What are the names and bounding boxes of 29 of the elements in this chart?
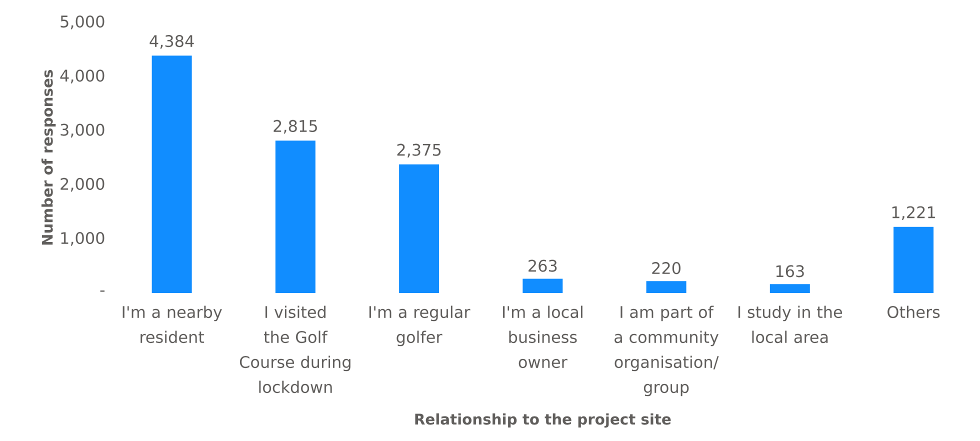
bar [894,226,934,293]
data-label: 220 [652,262,680,274]
x-tick-label: Others [888,306,940,318]
data-label: 263 [528,260,557,272]
y-axis-title: Number of responses [41,70,56,245]
data-label: 2,815 [274,120,317,134]
y-tick-label: 2,000 [60,178,104,192]
x-axis-title: Relationship to the project site [415,413,671,428]
data-label: 1,221 [892,206,935,220]
y-tick-label: 3,000 [60,124,104,138]
x-tick-label: I study in the local area [738,306,842,344]
data-label: 2,375 [397,144,441,158]
y-tick-label: 4,000 [60,70,104,84]
data-label: 4,384 [150,35,194,49]
bar [275,140,316,293]
y-tick-label: 1,000 [61,232,104,246]
bar [770,284,810,293]
y-tick-label: 5,000 [60,15,104,30]
data-label: 163 [776,265,804,278]
bar [399,164,440,293]
x-tick-label: I am part of a community organisation/ group [614,306,719,396]
bar [522,278,563,293]
bar [152,56,192,293]
x-tick-label: I'm a nearby resident [122,306,222,344]
x-tick-label: I'm a regular golfer [369,306,470,346]
x-tick-label: I'm a local business owner [503,306,582,368]
x-tick-label: I visited the Golf Course during lockdown [240,306,350,394]
bar [646,281,686,293]
y-tick-label: - [100,290,105,292]
